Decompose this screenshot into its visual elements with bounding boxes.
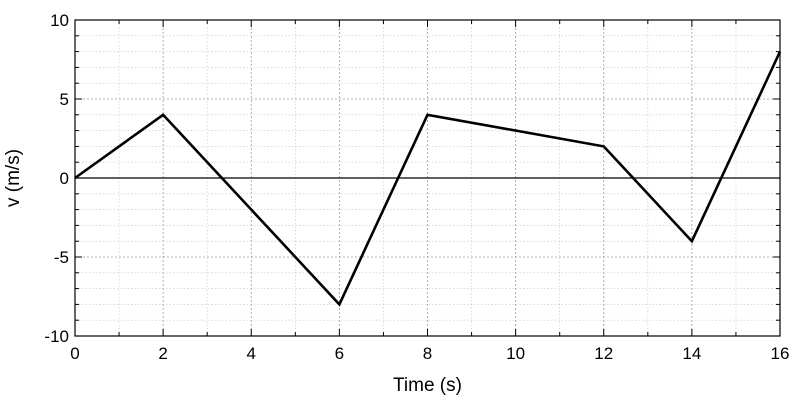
x-tick-label: 6 (335, 344, 344, 363)
x-tick-label: 2 (158, 344, 167, 363)
x-axis-tick-labels: 0 2 4 6 8 10 12 14 16 (70, 344, 789, 363)
x-axis-label: Time (s) (393, 375, 462, 396)
x-tick-label: 8 (423, 344, 432, 363)
x-tick-label: 0 (70, 344, 79, 363)
x-tick-label: 10 (506, 344, 525, 363)
velocity-series-line (74, 51, 782, 307)
y-axis-label: v (m/s) (3, 149, 24, 207)
y-tick-label: 5 (60, 90, 69, 109)
y-tick-label: 0 (60, 169, 69, 188)
x-tick-label: 12 (594, 344, 613, 363)
x-tick-label: 16 (771, 344, 790, 363)
plot-frame (74, 19, 781, 337)
y-tick-label: 10 (50, 11, 69, 30)
x-tick-label: 4 (247, 344, 256, 363)
y-tick-label: -10 (44, 327, 69, 346)
x-tick-label: 14 (682, 344, 701, 363)
y-tick-label: -5 (54, 248, 69, 267)
y-axis-tick-labels: -10 -5 0 5 10 (44, 11, 69, 346)
